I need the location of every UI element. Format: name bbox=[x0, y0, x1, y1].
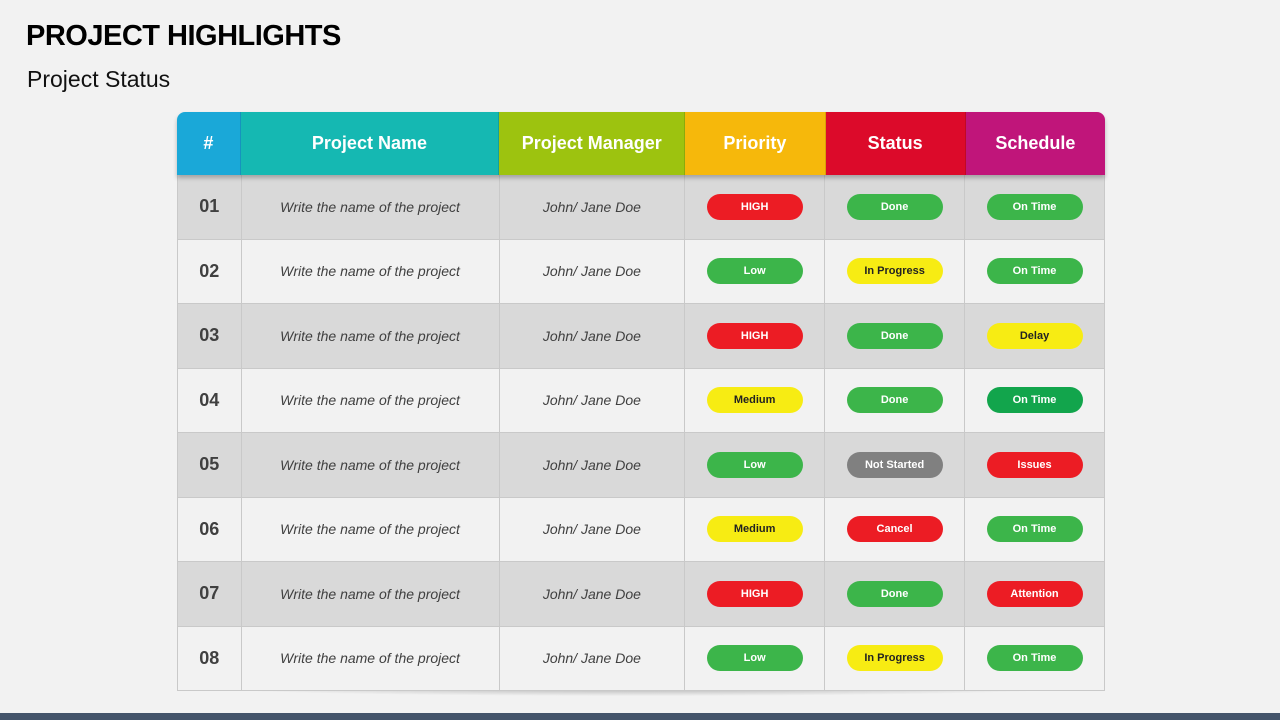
header-number: # bbox=[177, 112, 241, 175]
project-name: Write the name of the project bbox=[242, 433, 500, 497]
priority-badge: Low bbox=[706, 451, 803, 478]
priority-badge: HIGH bbox=[706, 193, 803, 220]
schedule-badge: On Time bbox=[986, 516, 1083, 543]
priority-badge: HIGH bbox=[706, 322, 803, 349]
project-manager: John/ Jane Doe bbox=[500, 497, 686, 561]
header-project-manager: Project Manager bbox=[499, 112, 686, 175]
page-title: PROJECT HIGHLIGHTS bbox=[26, 20, 341, 52]
row-number: 04 bbox=[178, 368, 242, 432]
status-badge: In Progress bbox=[846, 645, 943, 672]
project-name: Write the name of the project bbox=[242, 239, 500, 303]
priority-cell: Low bbox=[685, 433, 826, 497]
priority-cell: Low bbox=[685, 239, 826, 303]
status-badge: Not Started bbox=[846, 451, 943, 478]
status-badge: Done bbox=[846, 387, 943, 414]
schedule-cell: On Time bbox=[965, 498, 1104, 562]
row-number: 03 bbox=[178, 304, 242, 368]
priority-badge: Low bbox=[706, 645, 803, 672]
schedule-badge: Delay bbox=[986, 322, 1083, 349]
status-cell: Done bbox=[825, 368, 966, 432]
status-badge: Done bbox=[846, 193, 943, 220]
status-cell: Done bbox=[825, 175, 966, 239]
project-name: Write the name of the project bbox=[242, 497, 500, 561]
priority-badge: Low bbox=[706, 258, 803, 285]
project-manager: John/ Jane Doe bbox=[500, 304, 686, 368]
schedule-badge: On Time bbox=[986, 387, 1083, 414]
schedule-cell: On Time bbox=[965, 240, 1104, 304]
schedule-badge: On Time bbox=[986, 258, 1083, 285]
project-manager: John/ Jane Doe bbox=[500, 175, 686, 239]
status-cell: Not Started bbox=[825, 433, 966, 497]
schedule-cell: Delay bbox=[965, 304, 1104, 368]
schedule-cell: On Time bbox=[965, 175, 1104, 239]
status-cell: Done bbox=[825, 304, 966, 368]
table-row: 02 Write the name of the project John/ Jan… bbox=[178, 239, 1104, 304]
status-badge: Cancel bbox=[846, 516, 943, 543]
status-cell: In Progress bbox=[825, 626, 966, 690]
priority-cell: HIGH bbox=[685, 175, 826, 239]
table-row: 01 Write the name of the project John/ Jan… bbox=[178, 175, 1104, 240]
schedule-cell: On Time bbox=[965, 627, 1104, 691]
project-name: Write the name of the project bbox=[242, 175, 500, 239]
table-row: 06 Write the name of the project John/ Jan… bbox=[178, 497, 1104, 562]
priority-badge: HIGH bbox=[706, 580, 803, 607]
priority-cell: Low bbox=[685, 626, 826, 690]
header-schedule: Schedule bbox=[965, 112, 1105, 175]
status-cell: Done bbox=[825, 562, 966, 626]
row-number: 05 bbox=[178, 433, 242, 497]
project-name: Write the name of the project bbox=[242, 304, 500, 368]
row-number: 08 bbox=[178, 626, 242, 690]
table-row: 08 Write the name of the project John/ Jan… bbox=[178, 626, 1104, 691]
row-number: 06 bbox=[178, 497, 242, 561]
schedule-cell: Attention bbox=[965, 562, 1104, 626]
project-status-table: # Project Name Project Manager Priority … bbox=[177, 112, 1105, 691]
status-badge: Done bbox=[846, 580, 943, 607]
schedule-badge: On Time bbox=[986, 193, 1083, 220]
project-manager: John/ Jane Doe bbox=[500, 239, 686, 303]
schedule-cell: On Time bbox=[965, 369, 1104, 433]
row-number: 07 bbox=[178, 562, 242, 626]
project-manager: John/ Jane Doe bbox=[500, 433, 686, 497]
status-badge: In Progress bbox=[846, 258, 943, 285]
header-priority: Priority bbox=[685, 112, 826, 175]
schedule-badge: Issues bbox=[986, 451, 1083, 478]
table-row: 04 Write the name of the project John/ Jan… bbox=[178, 368, 1104, 433]
status-cell: In Progress bbox=[825, 239, 966, 303]
schedule-cell: Issues bbox=[965, 433, 1104, 497]
table-header: # Project Name Project Manager Priority … bbox=[177, 112, 1105, 175]
row-number: 02 bbox=[178, 239, 242, 303]
project-name: Write the name of the project bbox=[242, 626, 500, 690]
priority-badge: Medium bbox=[706, 387, 803, 414]
table-body: 01 Write the name of the project John/ Jan… bbox=[177, 175, 1105, 691]
project-manager: John/ Jane Doe bbox=[500, 626, 686, 690]
status-cell: Cancel bbox=[825, 497, 966, 561]
project-name: Write the name of the project bbox=[242, 368, 500, 432]
header-status: Status bbox=[825, 112, 966, 175]
priority-cell: HIGH bbox=[685, 304, 826, 368]
row-number: 01 bbox=[178, 175, 242, 239]
header-project-name: Project Name bbox=[240, 112, 500, 175]
bottom-bar bbox=[0, 713, 1280, 720]
status-badge: Done bbox=[846, 322, 943, 349]
table-row: 03 Write the name of the project John/ Jan… bbox=[178, 304, 1104, 369]
project-manager: John/ Jane Doe bbox=[500, 562, 686, 626]
page-subtitle: Project Status bbox=[27, 66, 171, 92]
schedule-badge: On Time bbox=[986, 645, 1083, 672]
table-row: 05 Write the name of the project John/ Jan… bbox=[178, 433, 1104, 498]
priority-cell: Medium bbox=[685, 497, 826, 561]
schedule-badge: Attention bbox=[986, 580, 1083, 607]
project-manager: John/ Jane Doe bbox=[500, 368, 686, 432]
table-row: 07 Write the name of the project John/ Jan… bbox=[178, 562, 1104, 627]
priority-badge: Medium bbox=[706, 516, 803, 543]
project-name: Write the name of the project bbox=[242, 562, 500, 626]
priority-cell: Medium bbox=[685, 368, 826, 432]
priority-cell: HIGH bbox=[685, 562, 826, 626]
